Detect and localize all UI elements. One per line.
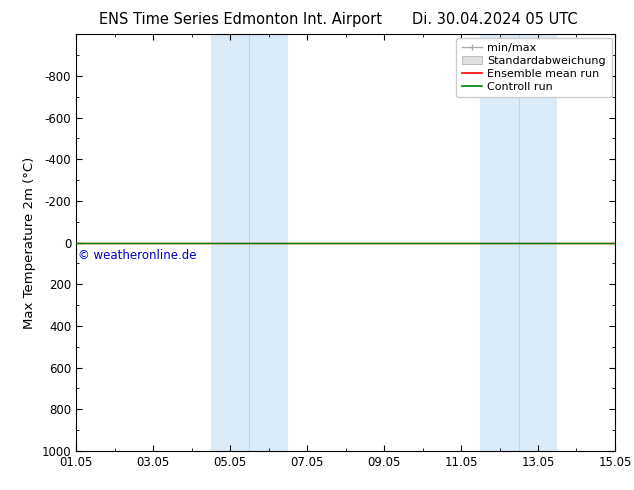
Y-axis label: Max Temperature 2m (°C): Max Temperature 2m (°C): [23, 156, 36, 329]
Legend: min/max, Standardabweichung, Ensemble mean run, Controll run: min/max, Standardabweichung, Ensemble me…: [456, 38, 612, 97]
Bar: [210, 34, 249, 451]
Text: ENS Time Series Edmonton Int. Airport: ENS Time Series Edmonton Int. Airport: [100, 12, 382, 27]
Text: © weatheronline.de: © weatheronline.de: [78, 249, 197, 262]
Text: Di. 30.04.2024 05 UTC: Di. 30.04.2024 05 UTC: [411, 12, 578, 27]
Bar: [519, 34, 557, 451]
Bar: [480, 34, 519, 451]
Bar: [249, 34, 288, 451]
